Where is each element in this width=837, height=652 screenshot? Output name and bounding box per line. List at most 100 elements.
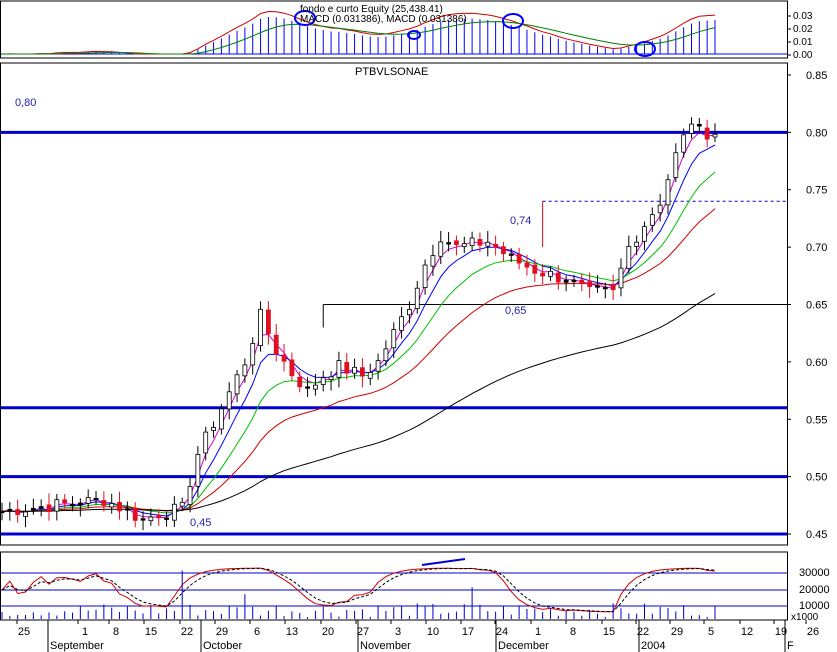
price-tick-label: 0.85 [806,70,827,82]
candle-body [265,309,271,335]
price-tick-label: 0.80 [806,127,827,139]
candle-body [532,264,538,274]
macd-tick-label: 0.00 [793,50,813,61]
x-month-label: F [787,640,794,652]
oscillator-tick-label: 20000 [799,584,830,596]
panel-frames [0,0,788,621]
candle-body [297,376,303,388]
macd-tick-label: 0.02 [793,24,813,35]
candle-body [328,376,334,381]
x-day-label: 15 [603,626,615,638]
candle-body [383,348,389,362]
candle-body [234,374,240,395]
candle-body [681,134,687,153]
macd-legend-2: MACD (0.031386), MACD (0.031386) [300,14,467,25]
candle-body [281,354,287,362]
x-day-label: 22 [637,626,649,638]
macd-tick-label: 0.03 [793,11,813,22]
candle-body [469,237,475,247]
candle-body [70,503,75,507]
axes: 0.03 0.02 0.01 0.00 0.85 0.80 0.75 0.70 0.65 0.60… [0,11,830,652]
oscillator-tick-label: 10000 [799,600,830,612]
candle-body [555,272,561,283]
candle-body [23,511,28,517]
candle-body [649,214,655,226]
candle-body [156,515,162,519]
x-day-label: 27 [357,626,369,638]
oscillator-line [1,567,716,613]
candle-body [407,309,412,316]
candle-body [430,255,436,267]
candle-body [226,391,232,410]
price-tick-label: 0.65 [806,300,827,312]
ma-red-line [1,208,716,512]
x-day-label: 1 [535,626,541,638]
candle-body [30,507,36,511]
price-panel [0,117,787,536]
candle-body [218,408,224,430]
x-day-label: 1 [82,626,88,638]
candle-body [524,262,530,268]
candle-body [602,286,608,290]
candle-body [101,500,107,506]
ma-fast-line [1,132,716,519]
candle-body [508,253,514,256]
candle-body [38,506,44,509]
candle-body [696,123,702,127]
candle-body [179,501,185,507]
candle-body [642,226,647,242]
price-tick-label: 0.60 [806,357,827,369]
candle-body [148,516,154,522]
x-day-label: 29 [216,626,228,638]
x-month-label: November [360,640,411,652]
x-day-label: 29 [671,626,683,638]
candle-body [610,285,616,291]
candle-body [571,279,577,283]
oscillator-panel [1,558,787,619]
candle-body [665,179,671,206]
candle-body [360,367,365,377]
candle-body [391,329,397,349]
candle-body [15,509,21,516]
candle-body [305,386,310,389]
x-day-label: 8 [113,626,119,638]
candle-body [461,243,467,247]
candle-body [563,279,569,283]
candle-body [438,241,444,257]
candle-body [164,517,169,520]
candle-body [62,499,68,504]
x-day-label: 12 [741,626,753,638]
candle-body [477,239,483,246]
ma-green-line [1,171,716,514]
candle-body [124,508,130,511]
price-title: PTBVLSONAE [355,66,428,78]
x-day-label: 13 [286,626,298,638]
x-day-label: 3 [395,626,401,638]
macd-panel [1,10,787,57]
candle-body [336,360,342,378]
oscillator-tick-label: 30000 [799,567,830,579]
candle-body [203,431,209,454]
macd-tick-label: 0.01 [793,37,813,48]
candle-body [54,499,60,512]
x-day-label: 20 [322,626,334,638]
candle-body [187,486,193,505]
candle-body [352,366,357,374]
oscillator-unit: x1000 [791,612,819,623]
x-month-label: October [203,640,242,652]
candle-body [540,272,546,277]
annotation-circle [502,13,524,29]
candle-body [93,497,99,501]
label-045: 0,45 [190,517,211,529]
candle-body [242,364,248,377]
candle-body [344,361,350,374]
price-tick-label: 0.45 [806,529,827,541]
candle-body [673,152,679,178]
candle-body [195,454,201,487]
macd-legend: fondo e curto Equity (25,438.41) [300,4,443,15]
label-074: 0,74 [510,215,531,227]
candle-body [399,316,404,331]
x-month-label: 2004 [641,640,665,652]
candle-body [626,245,632,269]
